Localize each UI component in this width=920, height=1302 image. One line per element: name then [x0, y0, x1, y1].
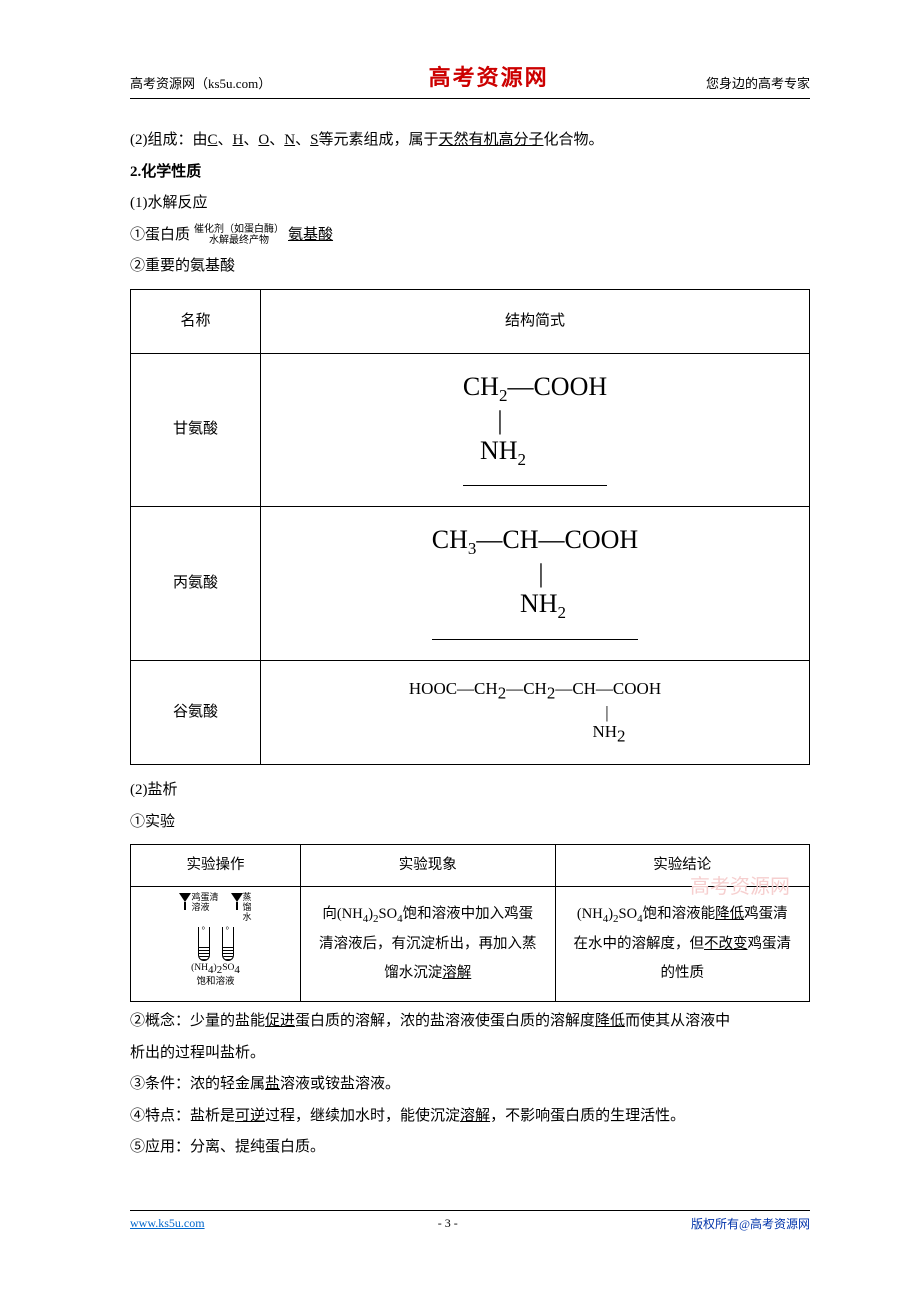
subsection-2-2a: ①实验: [130, 807, 810, 839]
amino-name: 谷氨酸: [131, 660, 261, 764]
amino-name: 甘氨酸: [131, 354, 261, 507]
page-container: 高考资源网（ks5u.com） 高考资源网 您身边的高考专家 高考资源网 (2)…: [0, 0, 920, 1272]
page-header: 高考资源网（ks5u.com） 高考资源网 您身边的高考专家: [130, 60, 810, 99]
alanine-formula: CH3—CH—COOH | NH2: [432, 521, 638, 645]
test-tube-icon: [222, 927, 234, 961]
amino-acid-table: 名称 结构简式 甘氨酸 CH2—COOH | NH2 丙氨酸: [130, 289, 810, 766]
experiment-phenomenon: 向(NH4)2SO4饱和溶液中加入鸡蛋 清溶液后，有沉淀析出，再加入蒸 馏水沉淀…: [301, 887, 556, 1002]
table-row: 甘氨酸 CH2—COOH | NH2: [131, 354, 810, 507]
amino-formula: HOOC—CH2—CH2—CH—COOH | NH2: [261, 660, 810, 764]
header-left: 高考资源网（ks5u.com）: [130, 73, 271, 92]
footer-copyright: 版权所有@高考资源网: [691, 1215, 810, 1232]
subsection-2-2: (2)盐析: [130, 775, 810, 807]
table-row: 谷氨酸 HOOC—CH2—CH2—CH—COOH | NH2: [131, 660, 810, 764]
th-op: 实验操作: [131, 845, 301, 887]
section-2-heading: 2.化学性质: [130, 157, 810, 189]
amino-name: 丙氨酸: [131, 507, 261, 660]
composition-line: (2)组成：由C、H、O、N、S等元素组成，属于天然有机高分子化合物。: [130, 125, 810, 157]
subsection-2-1b: ②重要的氨基酸: [130, 251, 810, 283]
experiment-diagram: 鸡蛋清溶液 蒸馏水 (NH4)2SO4: [179, 893, 251, 989]
experiment-conclusion: (NH4)2SO4饱和溶液能降低鸡蛋清 在水中的溶解度，但不改变鸡蛋清 的性质: [555, 887, 810, 1002]
th-phen: 实验现象: [301, 845, 556, 887]
page-number: - 3 -: [438, 1216, 458, 1231]
th-name: 名称: [131, 289, 261, 354]
test-tube-icon: [198, 927, 210, 961]
table-row: 鸡蛋清溶液 蒸馏水 (NH4)2SO4: [131, 887, 810, 1002]
application-line: ⑤应用：分离、提纯蛋白质。: [130, 1132, 810, 1164]
glutamic-formula: HOOC—CH2—CH2—CH—COOH | NH2: [409, 675, 661, 750]
table-row: 丙氨酸 CH3—CH—COOH | NH2: [131, 507, 810, 660]
reaction-arrow: 催化剂（如蛋白酶） 水解最终产物: [194, 224, 284, 246]
funnel-icon: [179, 893, 191, 902]
concept-line: ②概念：少量的盐能促进蛋白质的溶解，浓的盐溶液使蛋白质的溶解度降低而使其从溶液中: [130, 1006, 810, 1038]
concept-line-2: 析出的过程叫盐析。: [130, 1038, 810, 1070]
feature-line: ④特点：盐析是可逆过程，继续加水时，能使沉淀溶解，不影响蛋白质的生理活性。: [130, 1101, 810, 1133]
header-center-logo: 高考资源网: [429, 60, 549, 92]
hydrolysis-equation: ①蛋白质 催化剂（如蛋白酶） 水解最终产物 氨基酸: [130, 220, 810, 252]
experiment-diagram-cell: 鸡蛋清溶液 蒸馏水 (NH4)2SO4: [131, 887, 301, 1002]
footer-url: www.ks5u.com: [130, 1216, 205, 1231]
experiment-table: 实验操作 实验现象 实验结论 鸡蛋清溶液 蒸馏水: [130, 844, 810, 1002]
amino-formula: CH3—CH—COOH | NH2: [261, 507, 810, 660]
subsection-2-1: (1)水解反应: [130, 188, 810, 220]
page-footer: www.ks5u.com - 3 - 版权所有@高考资源网: [130, 1210, 810, 1232]
th-formula: 结构简式: [261, 289, 810, 354]
condition-line: ③条件：浓的轻金属盐溶液或铵盐溶液。: [130, 1069, 810, 1101]
funnel-icon: [231, 893, 243, 902]
amino-formula: CH2—COOH | NH2: [261, 354, 810, 507]
glycine-formula: CH2—COOH | NH2: [463, 368, 607, 492]
header-right: 您身边的高考专家: [706, 73, 810, 92]
document-body: (2)组成：由C、H、O、N、S等元素组成，属于天然有机高分子化合物。 2.化学…: [130, 125, 810, 1164]
th-conc: 实验结论: [555, 845, 810, 887]
